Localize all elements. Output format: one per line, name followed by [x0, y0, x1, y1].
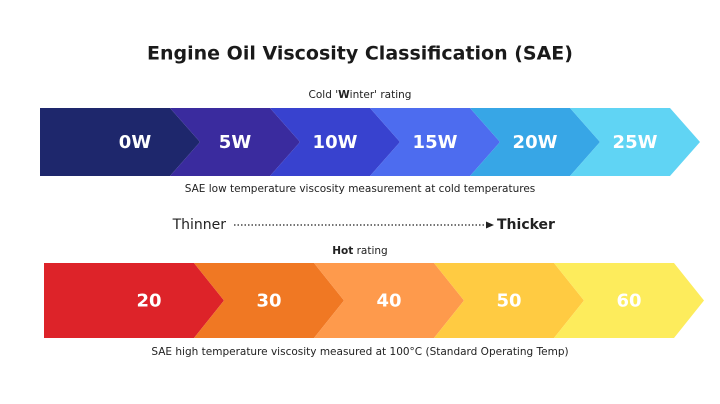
grade-label: 20: [136, 291, 161, 312]
grade-segment: [40, 108, 200, 176]
cold-label-after: inter' rating: [350, 89, 412, 101]
grade-segment: [434, 263, 584, 338]
hot-label-bold: Hot: [332, 245, 353, 257]
grade-label: 25W: [613, 132, 658, 153]
hot-caption: SAE high temperature viscosity measured …: [151, 346, 568, 358]
hot-label: Hot rating: [332, 245, 387, 257]
hot-label-after: rating: [353, 245, 387, 257]
title: Engine Oil Viscosity Classification (SAE…: [147, 43, 573, 65]
grade-segment: [170, 108, 300, 176]
grade-label: 10W: [313, 132, 358, 153]
grade-segment: [44, 263, 224, 338]
grade-segment: [370, 108, 500, 176]
grade-label: 60: [616, 291, 641, 312]
arrow-head: [486, 221, 494, 229]
thinner-label: Thinner: [172, 217, 227, 233]
grade-segment: [314, 263, 464, 338]
cold-label-bold: W: [338, 89, 350, 101]
grade-label: 15W: [413, 132, 458, 153]
grade-segment: [194, 263, 344, 338]
winter-band: 0W 5W 10W 15W 20W 25W: [40, 108, 700, 176]
cold-label: Cold 'Winter' rating: [309, 89, 412, 101]
grade-segment: [270, 108, 400, 176]
grade-label: 0W: [119, 132, 152, 153]
grade-label: 30: [256, 291, 281, 312]
hot-band: 20 30 40 50 60: [44, 263, 704, 338]
thicker-label: Thicker: [497, 217, 555, 233]
winter-caption: SAE low temperature viscosity measuremen…: [185, 183, 536, 195]
cold-label-before: Cold ': [309, 89, 339, 101]
grade-label: 40: [376, 291, 401, 312]
grade-segment: [554, 263, 704, 338]
grade-label: 5W: [219, 132, 252, 153]
grade-segment: [470, 108, 600, 176]
grade-label: 20W: [513, 132, 558, 153]
grade-label: 50: [496, 291, 521, 312]
grade-segment: [570, 108, 700, 176]
